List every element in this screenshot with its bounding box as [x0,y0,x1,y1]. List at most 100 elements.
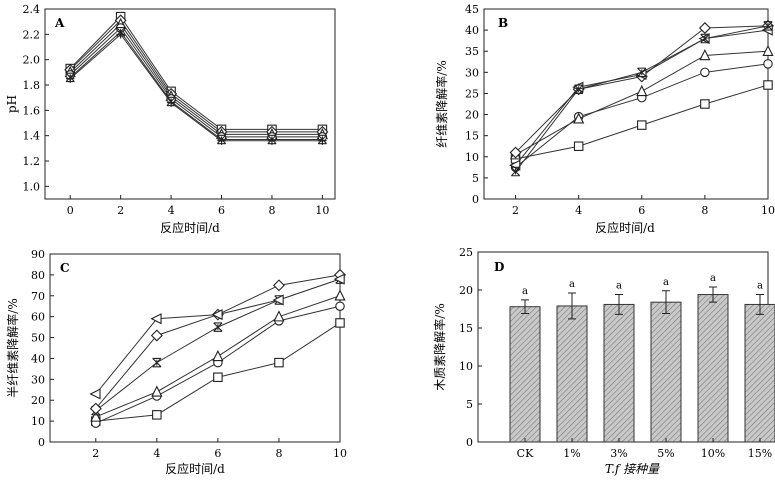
panel-d-xlabel: T.f 接种量 [605,462,660,476]
panel-c-xtick-label: 2 [92,447,99,460]
panel-c-series-5 [89,273,345,400]
panel-c-ytick-label: 70 [31,290,45,303]
panel-b-ylabel: 纤维素降解率/% [434,60,449,147]
panel-b-point [636,84,648,97]
panel-b-point [509,146,522,159]
panel-b-xtick-label: 2 [512,204,519,217]
panel-d-ytick-label: 5 [466,398,473,411]
panel-a-point [66,74,75,83]
panel-d-ytick-label: 10 [459,360,473,373]
panel-c-series-1 [91,301,345,428]
panel-a-ytick-label: 2.0 [23,54,41,67]
panel-d-category-label: 5% [657,447,674,460]
panel-b-xtick-label: 10 [761,204,775,217]
panel-a-yticks: 1.0 1.2 1.4 1.6 1.8 2.0 2.2 2.4 [23,3,49,193]
panel-b: B 0 5 10 15 20 25 30 35 40 45 2 4 6 8 10 纤维素降解率/% 反应时… [434,3,775,235]
panel-c-frame [49,253,341,443]
panel-a-series-line [69,33,323,142]
panel-b-point [510,166,521,177]
panel-a: A 1.0 1.2 1.4 1.6 1.8 2.0 2.2 2.4 0 2 4 6 8 10 pH 反应… [5,3,336,235]
bar-significance-label: a [710,273,716,284]
panel-b-series [509,19,774,177]
panel-c-ytick-label: 40 [31,352,45,365]
bar-significance-label: a [663,277,669,288]
panel-d-yticks: 0 5 10 15 20 25 [459,246,482,449]
panel-b-xtick-label: 6 [638,204,645,217]
panel-c-series-line [95,274,341,409]
panel-a-series-line [69,23,323,135]
panel-c-point [272,279,285,292]
panel-c-xtick-label: 4 [153,447,160,460]
panel-b-series-0 [510,80,773,164]
panel-b-point [700,99,710,109]
panel-c-point [90,410,102,422]
bar [744,303,775,443]
panel-c-ytick-label: 90 [31,248,45,261]
panel-b-xtick-label: 4 [575,204,582,217]
panel-c-yticks: 0 10 20 30 40 50 60 70 80 90 [31,248,54,449]
panel-d-category-label: 15% [748,447,772,460]
panel-a-series-3 [65,23,328,142]
panel-d-label: D [494,260,504,274]
panel-c-series-line [95,278,341,412]
panel-a-point [116,30,125,39]
panel-b-ytick-label: 30 [465,66,479,79]
panel-c-xlabel: 反应时间/d [165,461,225,476]
panel-a-ytick-label: 2.2 [23,28,41,41]
panel-b-xticks: 2 4 6 8 10 [512,195,775,217]
panel-c-ytick-label: 10 [31,415,45,428]
panel-a-ytick-label: 1.8 [23,79,41,92]
panel-b-ytick-label: 0 [472,193,479,206]
panel-c-ytick-label: 50 [31,332,45,345]
panel-c-series [89,268,346,428]
panel-c-point [150,329,163,342]
panel-c-ytick-label: 30 [31,373,45,386]
bar-error-bar [756,294,764,315]
panel-a-series [64,11,329,145]
panel-c-point [333,273,345,285]
panel-b-point [637,67,647,78]
panel-c-ytick-label: 80 [31,269,45,282]
panel-b-ytick-label: 15 [465,130,479,143]
panel-c-xtick-label: 10 [333,447,347,460]
panel-d-category-label: 3% [610,447,627,460]
bar-error-bar [709,286,717,303]
panel-d: D 0 5 10 15 20 25 a CK a 1% a 3% a 5% a 10% a 15% 木质素降解率… [432,246,775,476]
bar-error-bar [568,292,576,320]
panel-a-ytick-label: 1.0 [23,180,41,193]
bar-significance-label: a [616,281,622,292]
panel-a-xtick-label: 8 [268,204,275,217]
panel-c-label: C [60,261,70,275]
panel-c-point [152,357,162,368]
panel-c-point [211,308,223,321]
panel-a-series-4 [65,27,327,145]
panel-a-ytick-label: 1.4 [23,130,41,143]
panel-a-point [217,136,226,145]
panel-b-xtick-label: 8 [701,204,708,217]
panel-d-category-label: 1% [563,447,580,460]
panel-b-ytick-label: 45 [465,3,479,16]
panel-b-point [574,84,584,94]
panel-b-series-5 [510,21,773,177]
panel-a-series-line [69,27,323,138]
panel-c-point [334,289,346,301]
panel-a-ytick-label: 2.4 [23,3,41,16]
panel-c-series-2 [90,289,346,422]
panel-b-point [573,141,584,151]
panel-b-point [763,59,773,69]
panel-b-ytick-label: 40 [465,24,479,37]
panel-b-ytick-label: 5 [472,172,479,185]
panel-c-point [273,310,285,322]
panel-b-point [637,120,647,130]
bar-significance-label: a [757,281,763,292]
panel-d-ytick-label: 15 [459,322,473,335]
panel-a-xtick-label: 10 [315,204,329,217]
panel-b-series-line [515,50,769,156]
panel-c-point [212,349,224,362]
panel-b-point [763,21,773,31]
bar-group-5: a 15% [744,281,775,460]
bar [650,301,682,443]
panel-b-ytick-label: 10 [465,151,479,164]
panel-b-ytick-label: 35 [465,45,479,58]
